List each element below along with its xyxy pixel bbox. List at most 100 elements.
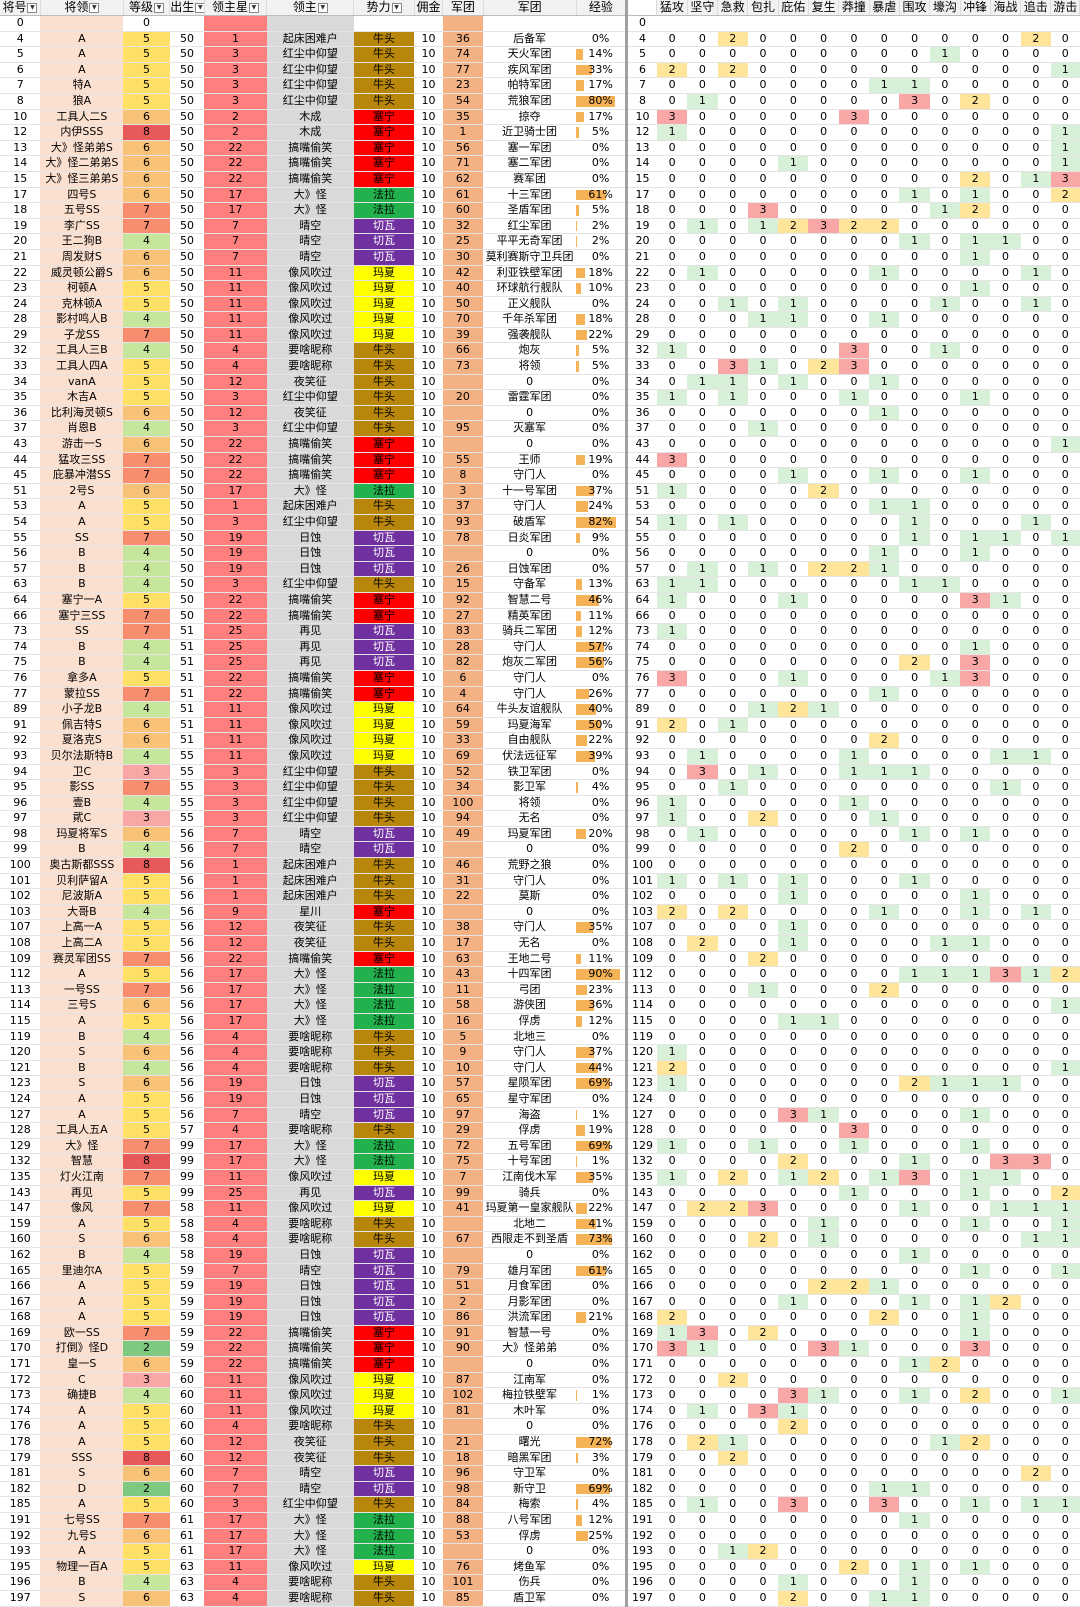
column-header[interactable]: 势力▼ — [354, 0, 415, 16]
cell-legion-no[interactable]: 95 — [443, 421, 483, 437]
cell-skill[interactable]: 1 — [899, 764, 929, 780]
cell-general-id-2[interactable]: 19 — [627, 218, 657, 234]
cell-skill[interactable]: 0 — [1051, 561, 1080, 577]
cell-lord-star[interactable]: 17 — [204, 1014, 267, 1030]
cell-skill[interactable]: 0 — [930, 530, 960, 546]
cell-skill[interactable]: 0 — [930, 1513, 960, 1529]
cell-general-id-2[interactable]: 98 — [627, 826, 657, 842]
cell-skill[interactable]: 0 — [1051, 889, 1080, 905]
cell-skill[interactable]: 0 — [899, 733, 929, 749]
cell-birth[interactable]: 50 — [170, 592, 204, 608]
cell-general-id[interactable]: 195 — [0, 1559, 40, 1575]
cell-general-name[interactable]: 贝利萨留A — [40, 873, 123, 889]
cell-faction[interactable]: 牛头 — [354, 31, 415, 47]
cell-skill[interactable]: 0 — [1051, 951, 1080, 967]
cell-skill[interactable]: 0 — [657, 359, 687, 375]
cell-skill[interactable]: 0 — [778, 1029, 808, 1045]
cell-skill[interactable]: 0 — [839, 156, 869, 172]
cell-general-name[interactable]: 威灵顿公爵S — [40, 265, 123, 281]
cell-skill[interactable]: 0 — [839, 1590, 869, 1606]
cell-legion-no[interactable]: 3 — [443, 483, 483, 499]
cell-lord-star[interactable]: 3 — [204, 780, 267, 796]
cell-general-id[interactable]: 178 — [0, 1435, 40, 1451]
cell-skill[interactable] — [657, 16, 687, 32]
cell-lord[interactable]: 红尘中仰望 — [267, 78, 354, 94]
cell-skill[interactable]: 2 — [808, 1279, 838, 1295]
cell-skill[interactable]: 0 — [808, 1497, 838, 1513]
cell-faction[interactable]: 塞宁 — [354, 670, 415, 686]
cell-skill[interactable]: 0 — [1051, 249, 1080, 265]
cell-skill[interactable]: 0 — [778, 343, 808, 359]
cell-legion-name[interactable]: 0 — [483, 405, 576, 421]
cell-lord-star[interactable]: 3 — [204, 62, 267, 78]
cell-skill[interactable]: 0 — [869, 936, 899, 952]
cell-faction[interactable]: 切瓦 — [354, 249, 415, 265]
cell-lord-star[interactable]: 22 — [204, 670, 267, 686]
cell-skill[interactable]: 0 — [808, 936, 838, 952]
cell-skill[interactable]: 0 — [808, 1201, 838, 1217]
cell-skill[interactable]: 0 — [748, 655, 778, 671]
cell-skill[interactable]: 0 — [1051, 327, 1080, 343]
cell-birth[interactable]: 55 — [170, 748, 204, 764]
cell-faction[interactable]: 切瓦 — [354, 218, 415, 234]
cell-skill[interactable]: 1 — [960, 826, 990, 842]
cell-lord-star[interactable]: 11 — [204, 312, 267, 328]
cell-general-id-2[interactable]: 73 — [627, 624, 657, 640]
cell-skill[interactable]: 0 — [718, 343, 748, 359]
cell-lord-star[interactable]: 1 — [204, 858, 267, 874]
cell-general-id-2[interactable]: 127 — [627, 1107, 657, 1123]
cell-skill[interactable]: 0 — [990, 156, 1020, 172]
cell-legion-no[interactable] — [443, 405, 483, 421]
cell-wage[interactable]: 10 — [414, 1544, 442, 1560]
cell-lord-star[interactable]: 3 — [204, 1497, 267, 1513]
cell-skill[interactable]: 2 — [778, 218, 808, 234]
cell-skill[interactable]: 0 — [718, 1559, 748, 1575]
cell-general-id[interactable]: 14 — [0, 156, 40, 172]
cell-general-id[interactable]: 36 — [0, 405, 40, 421]
cell-lord-star[interactable]: 7 — [204, 234, 267, 250]
cell-general-id[interactable]: 54 — [0, 515, 40, 531]
cell-birth[interactable]: 50 — [170, 249, 204, 265]
cell-skill[interactable]: 0 — [778, 281, 808, 297]
cell-legion-no[interactable]: 59 — [443, 717, 483, 733]
cell-lord[interactable]: 再见 — [267, 639, 354, 655]
cell-legion-name[interactable]: 十三军团 — [483, 187, 576, 203]
cell-skill[interactable]: 0 — [960, 764, 990, 780]
cell-skill[interactable]: 0 — [778, 546, 808, 562]
cell-skill[interactable]: 0 — [960, 1154, 990, 1170]
cell-skill[interactable]: 0 — [687, 1513, 717, 1529]
cell-legion-no[interactable]: 6 — [443, 670, 483, 686]
column-header[interactable]: 猛攻 — [657, 0, 687, 16]
cell-skill[interactable]: 0 — [657, 1263, 687, 1279]
cell-exp[interactable]: 72% — [576, 1435, 627, 1451]
cell-skill[interactable]: 1 — [718, 374, 748, 390]
cell-skill[interactable]: 0 — [990, 296, 1020, 312]
cell-general-id[interactable]: 22 — [0, 265, 40, 281]
cell-general-id-2[interactable]: 108 — [627, 936, 657, 952]
cell-legion-no[interactable]: 33 — [443, 733, 483, 749]
cell-skill[interactable]: 0 — [808, 1091, 838, 1107]
cell-skill[interactable]: 1 — [960, 1076, 990, 1092]
cell-general-id[interactable]: 123 — [0, 1076, 40, 1092]
cell-level[interactable]: 7 — [123, 982, 169, 998]
cell-skill[interactable]: 1 — [1051, 156, 1080, 172]
cell-skill[interactable]: 2 — [869, 733, 899, 749]
cell-skill[interactable]: 0 — [778, 109, 808, 125]
cell-skill[interactable]: 1 — [990, 1201, 1020, 1217]
cell-legion-no[interactable]: 78 — [443, 530, 483, 546]
cell-exp[interactable]: 0% — [576, 1341, 627, 1357]
cell-wage[interactable]: 10 — [414, 998, 442, 1014]
cell-skill[interactable]: 0 — [778, 577, 808, 593]
cell-skill[interactable]: 0 — [1051, 639, 1080, 655]
cell-skill[interactable]: 1 — [687, 561, 717, 577]
cell-lord[interactable]: 大》怪 — [267, 1154, 354, 1170]
cell-skill[interactable]: 0 — [990, 1325, 1020, 1341]
cell-level[interactable]: 5 — [123, 1294, 169, 1310]
cell-skill[interactable]: 0 — [960, 702, 990, 718]
cell-skill[interactable]: 0 — [930, 78, 960, 94]
cell-skill[interactable]: 2 — [960, 203, 990, 219]
cell-skill[interactable]: 0 — [869, 577, 899, 593]
cell-skill[interactable]: 0 — [687, 405, 717, 421]
cell-skill[interactable]: 0 — [930, 483, 960, 499]
cell-skill[interactable]: 1 — [687, 826, 717, 842]
